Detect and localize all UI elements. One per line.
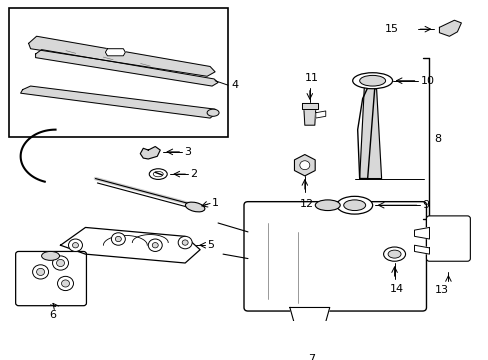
Polygon shape	[315, 111, 325, 118]
Text: 7: 7	[307, 354, 315, 360]
Text: 14: 14	[389, 284, 403, 294]
Text: 12: 12	[299, 199, 313, 209]
FancyBboxPatch shape	[426, 216, 469, 261]
Ellipse shape	[352, 73, 392, 89]
Ellipse shape	[153, 171, 163, 177]
Ellipse shape	[315, 200, 340, 211]
Circle shape	[115, 236, 121, 242]
Circle shape	[148, 239, 162, 251]
Ellipse shape	[185, 202, 204, 212]
Text: 6: 6	[49, 310, 56, 320]
Polygon shape	[301, 103, 317, 109]
Polygon shape	[61, 228, 200, 263]
Text: 11: 11	[304, 72, 318, 82]
Ellipse shape	[383, 247, 405, 261]
Polygon shape	[289, 307, 329, 339]
Text: 5: 5	[207, 240, 214, 250]
Polygon shape	[359, 81, 381, 179]
Polygon shape	[414, 228, 428, 239]
Circle shape	[61, 280, 69, 287]
Bar	[9, 8, 227, 137]
Text: 13: 13	[433, 285, 447, 295]
Circle shape	[33, 265, 48, 279]
Circle shape	[152, 243, 158, 248]
Circle shape	[58, 276, 73, 291]
Polygon shape	[439, 20, 461, 36]
Ellipse shape	[387, 250, 400, 258]
Circle shape	[304, 328, 314, 337]
Polygon shape	[29, 36, 215, 76]
Text: 1: 1	[212, 198, 219, 208]
Circle shape	[72, 243, 78, 248]
Ellipse shape	[207, 109, 219, 116]
Circle shape	[68, 239, 82, 251]
Ellipse shape	[41, 251, 60, 260]
Polygon shape	[303, 107, 315, 125]
Circle shape	[299, 161, 309, 170]
Polygon shape	[140, 147, 160, 159]
Text: 4: 4	[230, 80, 238, 90]
Text: 3: 3	[184, 147, 191, 157]
Polygon shape	[36, 50, 218, 86]
Circle shape	[57, 260, 64, 266]
Polygon shape	[105, 49, 125, 56]
Text: 2: 2	[190, 169, 197, 179]
Text: 15: 15	[384, 24, 398, 34]
Polygon shape	[20, 86, 217, 118]
Circle shape	[111, 233, 125, 245]
Text: 9: 9	[422, 200, 429, 210]
Circle shape	[182, 240, 188, 245]
Circle shape	[178, 236, 192, 249]
Text: 10: 10	[420, 76, 434, 86]
FancyBboxPatch shape	[16, 251, 86, 306]
Circle shape	[37, 268, 44, 275]
Ellipse shape	[343, 200, 365, 211]
Circle shape	[52, 256, 68, 270]
Ellipse shape	[336, 196, 372, 214]
FancyBboxPatch shape	[244, 202, 426, 311]
Polygon shape	[414, 245, 428, 254]
Ellipse shape	[149, 169, 167, 179]
Ellipse shape	[359, 75, 385, 86]
Text: 8: 8	[433, 134, 441, 144]
